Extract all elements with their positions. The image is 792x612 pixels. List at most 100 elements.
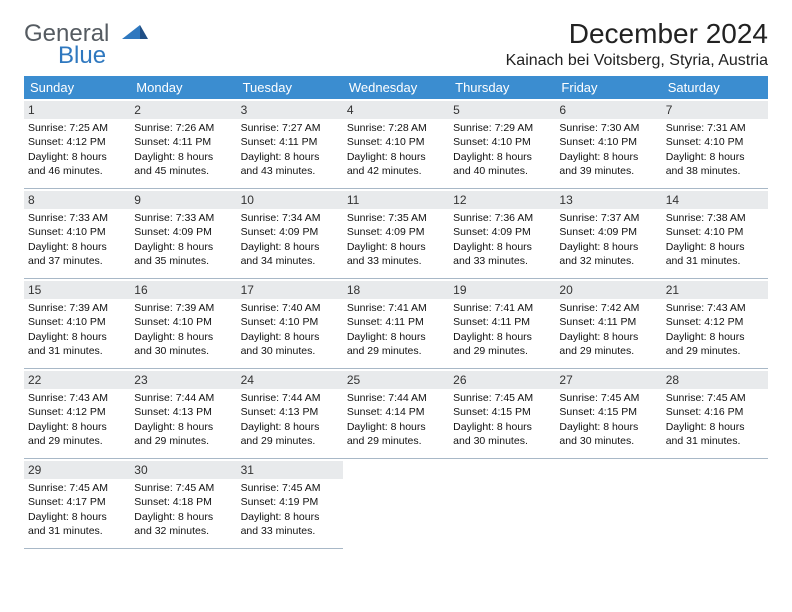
daylight-line: Daylight: 8 hours and 33 minutes. — [453, 240, 551, 268]
day-number: 4 — [343, 101, 449, 119]
sunset-line: Sunset: 4:16 PM — [666, 405, 764, 419]
daylight-line: Daylight: 8 hours and 33 minutes. — [241, 510, 339, 538]
sunrise-line: Sunrise: 7:45 AM — [28, 481, 126, 495]
sunrise-line: Sunrise: 7:29 AM — [453, 121, 551, 135]
day-header: Sunday — [24, 76, 130, 99]
daylight-line: Daylight: 8 hours and 45 minutes. — [134, 150, 232, 178]
sunrise-line: Sunrise: 7:39 AM — [28, 301, 126, 315]
daylight-line: Daylight: 8 hours and 37 minutes. — [28, 240, 126, 268]
sunset-line: Sunset: 4:09 PM — [559, 225, 657, 239]
daylight-line: Daylight: 8 hours and 35 minutes. — [134, 240, 232, 268]
day-header: Tuesday — [237, 76, 343, 99]
daylight-line: Daylight: 8 hours and 46 minutes. — [28, 150, 126, 178]
sunrise-line: Sunrise: 7:26 AM — [134, 121, 232, 135]
day-cell: 3Sunrise: 7:27 AMSunset: 4:11 PMDaylight… — [237, 99, 343, 189]
sunrise-line: Sunrise: 7:44 AM — [134, 391, 232, 405]
day-cell: 31Sunrise: 7:45 AMSunset: 4:19 PMDayligh… — [237, 459, 343, 549]
daylight-line: Daylight: 8 hours and 29 minutes. — [347, 330, 445, 358]
day-cell: 14Sunrise: 7:38 AMSunset: 4:10 PMDayligh… — [662, 189, 768, 279]
day-cell: 23Sunrise: 7:44 AMSunset: 4:13 PMDayligh… — [130, 369, 236, 459]
day-number: 7 — [662, 101, 768, 119]
day-cell: 17Sunrise: 7:40 AMSunset: 4:10 PMDayligh… — [237, 279, 343, 369]
day-number: 8 — [24, 191, 130, 209]
daylight-line: Daylight: 8 hours and 38 minutes. — [666, 150, 764, 178]
day-cell: 19Sunrise: 7:41 AMSunset: 4:11 PMDayligh… — [449, 279, 555, 369]
day-cell: 2 Sunrise: 7:26 AMSunset: 4:11 PMDaylight… — [130, 99, 236, 189]
day-cell: 5Sunrise: 7:29 AMSunset: 4:10 PMDaylight… — [449, 99, 555, 189]
daylight-line: Daylight: 8 hours and 31 minutes. — [666, 420, 764, 448]
sunset-line: Sunset: 4:12 PM — [666, 315, 764, 329]
daylight-line: Daylight: 8 hours and 29 minutes. — [666, 330, 764, 358]
sunset-line: Sunset: 4:10 PM — [666, 135, 764, 149]
day-header: Wednesday — [343, 76, 449, 99]
day-number: 3 — [237, 101, 343, 119]
day-cell: 22Sunrise: 7:43 AMSunset: 4:12 PMDayligh… — [24, 369, 130, 459]
day-cell: 9Sunrise: 7:33 AMSunset: 4:09 PMDaylight… — [130, 189, 236, 279]
day-cell: 8Sunrise: 7:33 AMSunset: 4:10 PMDaylight… — [24, 189, 130, 279]
day-cell: 24Sunrise: 7:44 AMSunset: 4:13 PMDayligh… — [237, 369, 343, 459]
day-header: Saturday — [662, 76, 768, 99]
sunrise-line: Sunrise: 7:45 AM — [453, 391, 551, 405]
sunset-line: Sunset: 4:10 PM — [134, 315, 232, 329]
daylight-line: Daylight: 8 hours and 29 minutes. — [559, 330, 657, 358]
day-number: 13 — [555, 191, 661, 209]
day-cell: 28Sunrise: 7:45 AMSunset: 4:16 PMDayligh… — [662, 369, 768, 459]
sunrise-line: Sunrise: 7:43 AM — [666, 301, 764, 315]
sunset-line: Sunset: 4:10 PM — [453, 135, 551, 149]
day-cell: 7Sunrise: 7:31 AMSunset: 4:10 PMDaylight… — [662, 99, 768, 189]
day-cell: 30Sunrise: 7:45 AMSunset: 4:18 PMDayligh… — [130, 459, 236, 549]
daylight-line: Daylight: 8 hours and 30 minutes. — [559, 420, 657, 448]
sunrise-line: Sunrise: 7:45 AM — [241, 481, 339, 495]
sunrise-line: Sunrise: 7:40 AM — [241, 301, 339, 315]
sunrise-line: Sunrise: 7:30 AM — [559, 121, 657, 135]
daylight-line: Daylight: 8 hours and 40 minutes. — [453, 150, 551, 178]
sunset-line: Sunset: 4:18 PM — [134, 495, 232, 509]
sunset-line: Sunset: 4:10 PM — [559, 135, 657, 149]
sunrise-line: Sunrise: 7:41 AM — [347, 301, 445, 315]
sunset-line: Sunset: 4:09 PM — [241, 225, 339, 239]
day-cell: 21Sunrise: 7:43 AMSunset: 4:12 PMDayligh… — [662, 279, 768, 369]
sunrise-line: Sunrise: 7:35 AM — [347, 211, 445, 225]
day-number: 25 — [343, 371, 449, 389]
day-number: 29 — [24, 461, 130, 479]
sunset-line: Sunset: 4:11 PM — [134, 135, 232, 149]
day-number: 2 — [130, 101, 236, 119]
daylight-line: Daylight: 8 hours and 29 minutes. — [241, 420, 339, 448]
sunrise-line: Sunrise: 7:36 AM — [453, 211, 551, 225]
day-header: Thursday — [449, 76, 555, 99]
sunset-line: Sunset: 4:10 PM — [28, 315, 126, 329]
day-cell: 25Sunrise: 7:44 AMSunset: 4:14 PMDayligh… — [343, 369, 449, 459]
calendar-page: General Blue December 2024 Kainach bei V… — [0, 0, 792, 561]
logo-line2: Blue — [24, 44, 148, 68]
day-cell: 10Sunrise: 7:34 AMSunset: 4:09 PMDayligh… — [237, 189, 343, 279]
daylight-line: Daylight: 8 hours and 31 minutes. — [666, 240, 764, 268]
day-cell: 20Sunrise: 7:42 AMSunset: 4:11 PMDayligh… — [555, 279, 661, 369]
sunrise-line: Sunrise: 7:44 AM — [241, 391, 339, 405]
sunrise-line: Sunrise: 7:38 AM — [666, 211, 764, 225]
day-cell: 18Sunrise: 7:41 AMSunset: 4:11 PMDayligh… — [343, 279, 449, 369]
day-cell: 4Sunrise: 7:28 AMSunset: 4:10 PMDaylight… — [343, 99, 449, 189]
sunset-line: Sunset: 4:15 PM — [453, 405, 551, 419]
sunset-line: Sunset: 4:11 PM — [347, 315, 445, 329]
logo-text: General Blue — [24, 22, 148, 68]
day-cell: 26 Sunrise: 7:45 AMSunset: 4:15 PMDayligh… — [449, 369, 555, 459]
sunrise-line: Sunrise: 7:41 AM — [453, 301, 551, 315]
logo: General Blue — [24, 22, 148, 68]
logo-icon — [122, 22, 148, 46]
sunset-line: Sunset: 4:17 PM — [28, 495, 126, 509]
day-cell: 12Sunrise: 7:36 AMSunset: 4:09 PMDayligh… — [449, 189, 555, 279]
sunset-line: Sunset: 4:19 PM — [241, 495, 339, 509]
sunset-line: Sunset: 4:11 PM — [241, 135, 339, 149]
daylight-line: Daylight: 8 hours and 30 minutes. — [453, 420, 551, 448]
day-cell: 11Sunrise: 7:35 AMSunset: 4:09 PMDayligh… — [343, 189, 449, 279]
daylight-line: Daylight: 8 hours and 29 minutes. — [347, 420, 445, 448]
daylight-line: Daylight: 8 hours and 39 minutes. — [559, 150, 657, 178]
header: General Blue December 2024 Kainach bei V… — [24, 18, 768, 70]
sunset-line: Sunset: 4:10 PM — [347, 135, 445, 149]
calendar-grid: SundayMondayTuesdayWednesdayThursdayFrid… — [24, 76, 768, 549]
sunset-line: Sunset: 4:12 PM — [28, 135, 126, 149]
empty-cell — [555, 459, 661, 549]
day-number: 26 — [449, 371, 555, 389]
day-number: 28 — [662, 371, 768, 389]
day-number: 12 — [449, 191, 555, 209]
